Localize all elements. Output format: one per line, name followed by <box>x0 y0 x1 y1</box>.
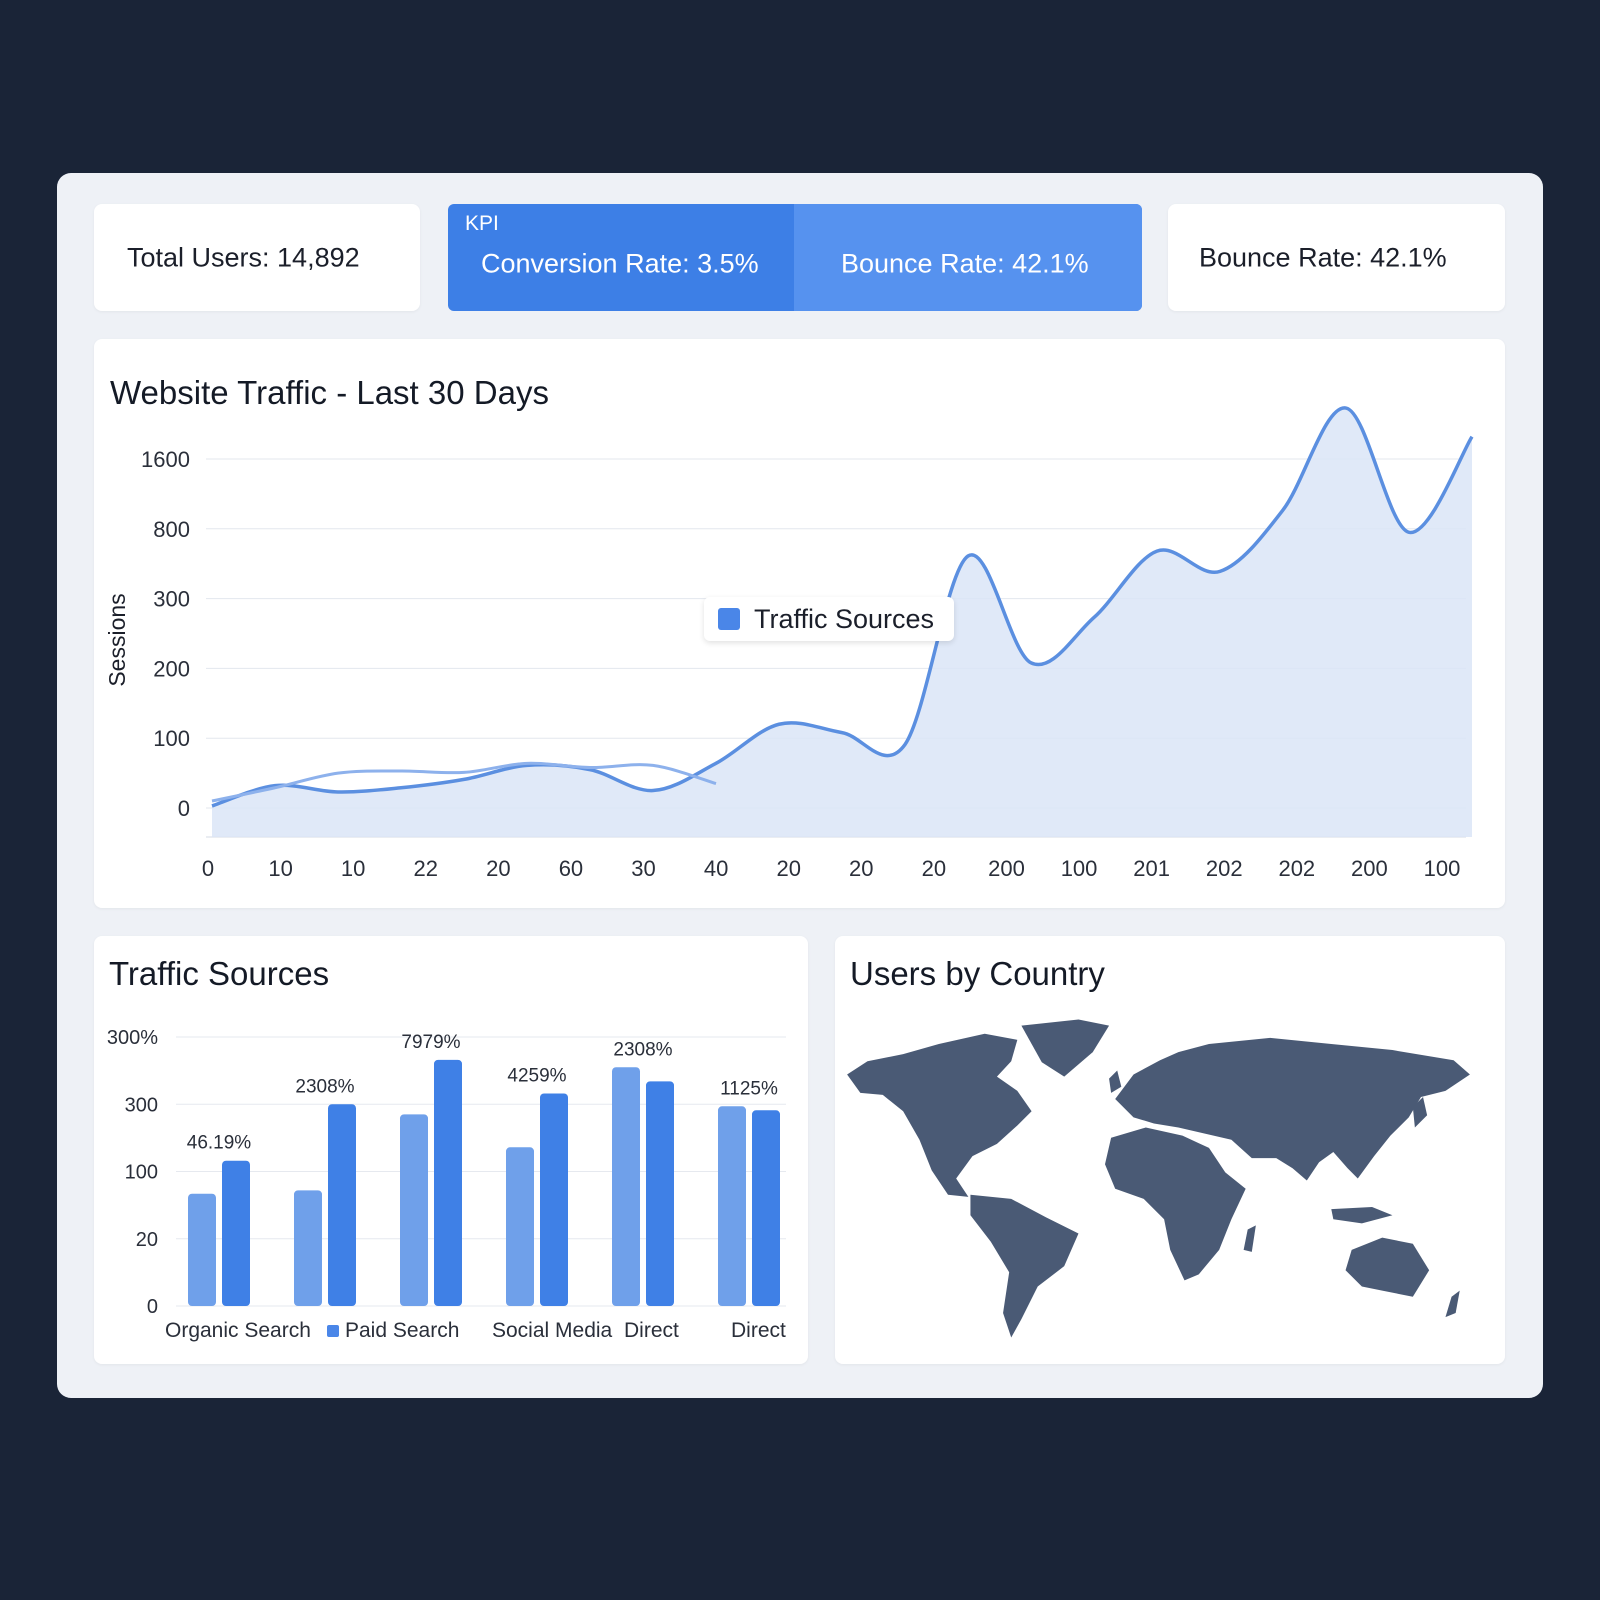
x-tick-label: 40 <box>704 856 728 881</box>
greenland[interactable] <box>1021 1019 1110 1077</box>
x-tick-label: 20 <box>486 856 510 881</box>
category-labels: Organic Search Paid Search Social Media … <box>94 1319 808 1345</box>
madagascar[interactable] <box>1243 1225 1256 1252</box>
new-zealand[interactable] <box>1445 1290 1460 1318</box>
traffic-sources-card: Traffic Sources 0 20 100 300 300% 46.19% 2308%… <box>94 936 808 1364</box>
category-label: Social Media <box>492 1319 613 1342</box>
north-america[interactable] <box>847 1033 1032 1197</box>
world-map[interactable] <box>842 1015 1474 1342</box>
category-label: Paid Search <box>345 1319 460 1342</box>
category-label: Organic Search <box>165 1319 311 1342</box>
x-tick-label: 100 <box>1424 856 1461 881</box>
x-tick-label: 20 <box>849 856 873 881</box>
x-tick-label: 202 <box>1278 856 1315 881</box>
y-tick-label: 1600 <box>141 447 190 472</box>
y-axis-label: Sessions <box>104 593 130 686</box>
y-tick-label: 300 <box>153 587 190 612</box>
uk[interactable] <box>1109 1070 1122 1093</box>
indonesia[interactable] <box>1331 1207 1393 1224</box>
y-tick-label: 300% <box>107 1027 158 1049</box>
bar <box>434 1059 462 1306</box>
y-tick-label: 200 <box>153 656 190 681</box>
x-tick-label: 60 <box>559 856 583 881</box>
secondary-traffic-line <box>211 761 717 803</box>
legend-swatch <box>718 608 740 630</box>
bar <box>646 1081 674 1306</box>
traffic-line-chart: 0 100 200 300 800 1600 0 10 10 22 20 60 30 40 20 20 20 20… <box>104 406 1474 881</box>
x-tick-label: 20 <box>776 856 800 881</box>
bar <box>294 1190 322 1306</box>
category-label: Direct <box>624 1319 679 1342</box>
bar-data-label: 1125% <box>720 1078 778 1099</box>
bounce-rate-value: Bounce Rate: 42.1% <box>1199 242 1447 272</box>
x-tick-label: 0 <box>202 856 214 881</box>
y-tick-label: 0 <box>147 1296 158 1318</box>
y-tick-label: 800 <box>153 517 190 542</box>
x-tick-label: 201 <box>1133 856 1170 881</box>
bar-data-label: 4259% <box>507 1065 566 1086</box>
kpi-highlight-card: KPI Conversion Rate: 3.5% Bounce Rate: 4… <box>448 204 1142 311</box>
kpi-bounce-rate: Bounce Rate: 42.1% <box>1168 204 1505 311</box>
bar <box>222 1160 250 1306</box>
traffic-sources-bar-chart: 0 20 100 300 300% 46.19% 2308% 7979% 4259% 2308% 1… <box>107 1027 786 1318</box>
traffic-chart-card: Website Traffic - Last 30 Days 0 100 200 30… <box>94 339 1505 908</box>
chart-legend: Traffic Sources <box>704 597 954 641</box>
users-by-country-title: Users by Country <box>850 955 1105 992</box>
x-tick-label: 200 <box>1351 856 1388 881</box>
traffic-line <box>211 406 1474 808</box>
legend-label: Traffic Sources <box>754 603 935 634</box>
australia[interactable] <box>1345 1237 1430 1297</box>
x-tick-label: 10 <box>341 856 365 881</box>
bar-data-label: 46.19% <box>187 1133 252 1154</box>
y-tick-label: 100 <box>125 1162 158 1184</box>
bar <box>506 1147 534 1306</box>
y-tick-label: 300 <box>125 1094 158 1116</box>
conversion-rate-value: Conversion Rate: 3.5% <box>481 248 759 279</box>
bar <box>188 1193 216 1306</box>
x-tick-label: 202 <box>1206 856 1243 881</box>
bar-data-label: 2308% <box>295 1076 354 1097</box>
kpi-label: KPI <box>465 212 499 235</box>
x-tick-label: 100 <box>1061 856 1098 881</box>
y-tick-label: 20 <box>136 1229 158 1251</box>
japan[interactable] <box>1412 1096 1428 1128</box>
bounce-rate-highlight-value: Bounce Rate: 42.1% <box>841 248 1089 279</box>
bar-data-label: 2308% <box>613 1039 672 1060</box>
traffic-area <box>212 407 1472 837</box>
africa[interactable] <box>1104 1127 1246 1281</box>
x-tick-label: 30 <box>631 856 655 881</box>
traffic-chart-title: Website Traffic - Last 30 Days <box>110 374 549 411</box>
bar <box>540 1093 568 1306</box>
south-america[interactable] <box>970 1194 1079 1338</box>
bounce-rate-segment <box>794 204 1142 311</box>
bar-data-label: 7979% <box>401 1032 460 1053</box>
bar <box>718 1106 746 1306</box>
bar <box>328 1104 356 1306</box>
users-by-country-card: Users by Country <box>835 936 1505 1364</box>
category-label: Direct <box>731 1319 786 1342</box>
total-users-value: Total Users: 14,892 <box>127 242 360 272</box>
eurasia[interactable] <box>1115 1037 1470 1181</box>
x-tick-label: 10 <box>268 856 292 881</box>
paid-search-swatch <box>327 1325 339 1337</box>
x-tick-label: 20 <box>922 856 946 881</box>
bar <box>612 1067 640 1306</box>
y-tick-label: 100 <box>153 726 190 751</box>
x-tick-label: 200 <box>988 856 1025 881</box>
traffic-sources-title: Traffic Sources <box>109 955 330 992</box>
bar <box>400 1114 428 1306</box>
category-label-paid: Paid Search <box>327 1319 459 1343</box>
bar <box>752 1110 780 1306</box>
x-tick-label: 22 <box>414 856 438 881</box>
kpi-total-users: Total Users: 14,892 <box>94 204 420 311</box>
y-tick-label: 0 <box>178 796 190 821</box>
